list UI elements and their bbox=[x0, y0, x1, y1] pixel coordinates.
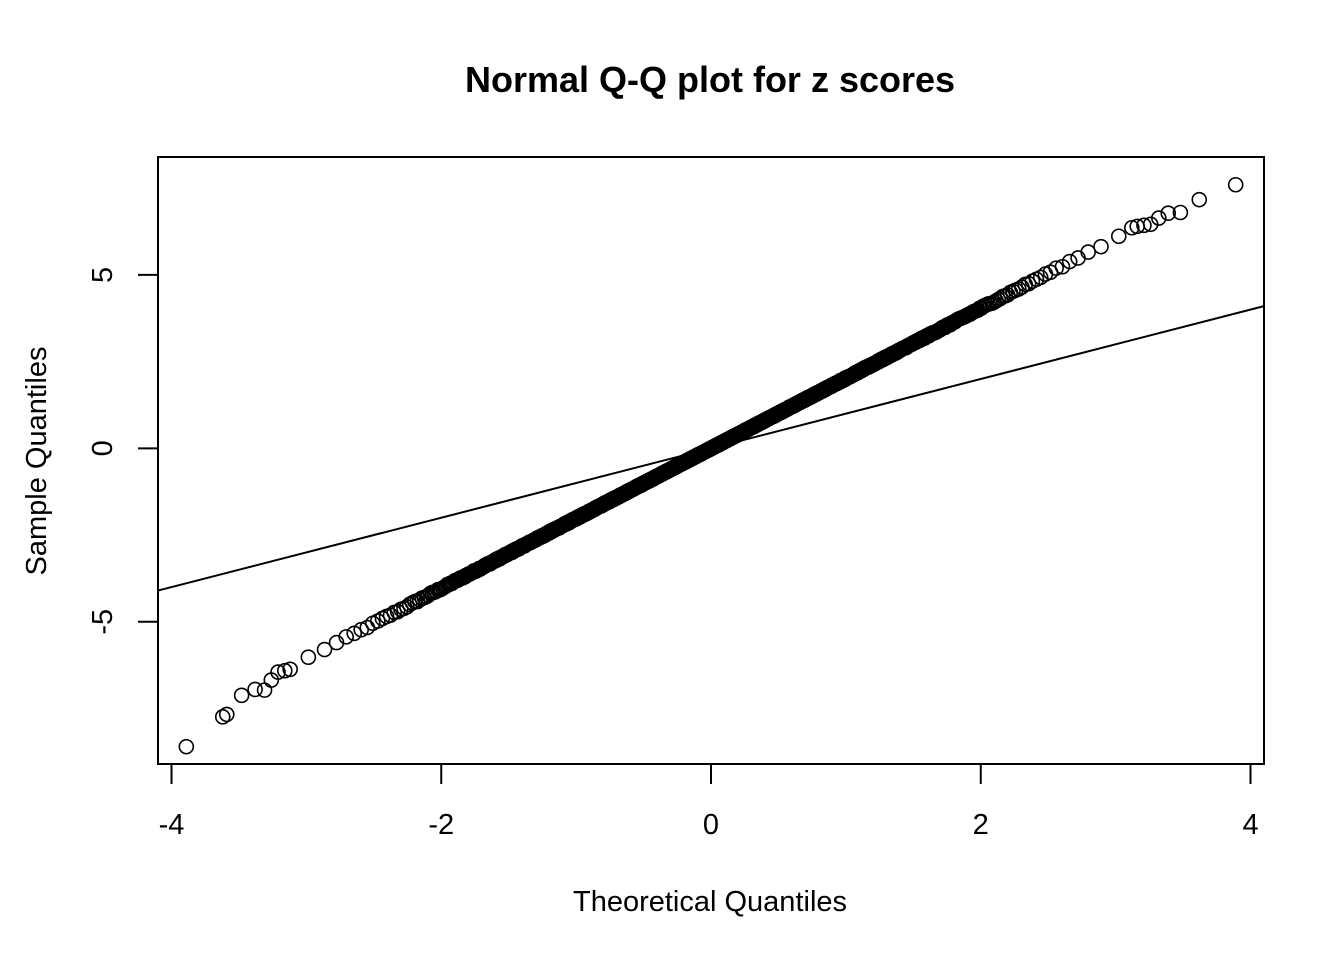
x-tick-label: -2 bbox=[428, 809, 454, 841]
data-point bbox=[247, 681, 263, 698]
data-point bbox=[1080, 244, 1096, 260]
data-point bbox=[1160, 205, 1177, 221]
plot-frame bbox=[157, 156, 1265, 765]
x-tick-label: 4 bbox=[1242, 809, 1258, 841]
data-point bbox=[1191, 191, 1208, 208]
data-point bbox=[1093, 238, 1109, 255]
y-axis-label: Sample Quantiles bbox=[21, 347, 53, 576]
data-point bbox=[1227, 176, 1244, 193]
data-point bbox=[300, 649, 317, 665]
y-tick-label: 0 bbox=[87, 440, 119, 456]
data-point bbox=[1110, 228, 1127, 245]
data-point bbox=[1020, 275, 1037, 292]
data-point bbox=[316, 641, 333, 658]
data-point bbox=[256, 682, 273, 698]
data-point bbox=[214, 709, 231, 725]
data-point bbox=[1124, 219, 1140, 236]
data-point bbox=[276, 662, 293, 679]
data-point bbox=[1070, 250, 1086, 266]
x-axis: -4 -2 0 2 4 bbox=[159, 764, 1259, 841]
y-axis: -5 0 5 bbox=[87, 267, 158, 635]
data-point bbox=[1136, 217, 1152, 234]
data-point bbox=[1048, 260, 1064, 276]
data-point bbox=[218, 706, 235, 723]
data-point bbox=[338, 629, 354, 645]
data-point bbox=[178, 738, 195, 755]
data-point bbox=[233, 687, 250, 704]
x-tick-label: 0 bbox=[703, 809, 719, 841]
x-tick-label: 2 bbox=[973, 809, 989, 841]
data-point bbox=[1061, 253, 1078, 270]
x-axis-label: Theoretical Quantiles bbox=[573, 886, 847, 918]
y-tick-label: 5 bbox=[87, 267, 119, 283]
data-point bbox=[1032, 269, 1049, 286]
data-points bbox=[178, 176, 1244, 755]
x-tick-label: -4 bbox=[159, 809, 185, 841]
chart-title: Normal Q-Q plot for z scores bbox=[465, 59, 955, 100]
data-point bbox=[1172, 204, 1189, 221]
y-tick-label: -5 bbox=[87, 609, 119, 635]
